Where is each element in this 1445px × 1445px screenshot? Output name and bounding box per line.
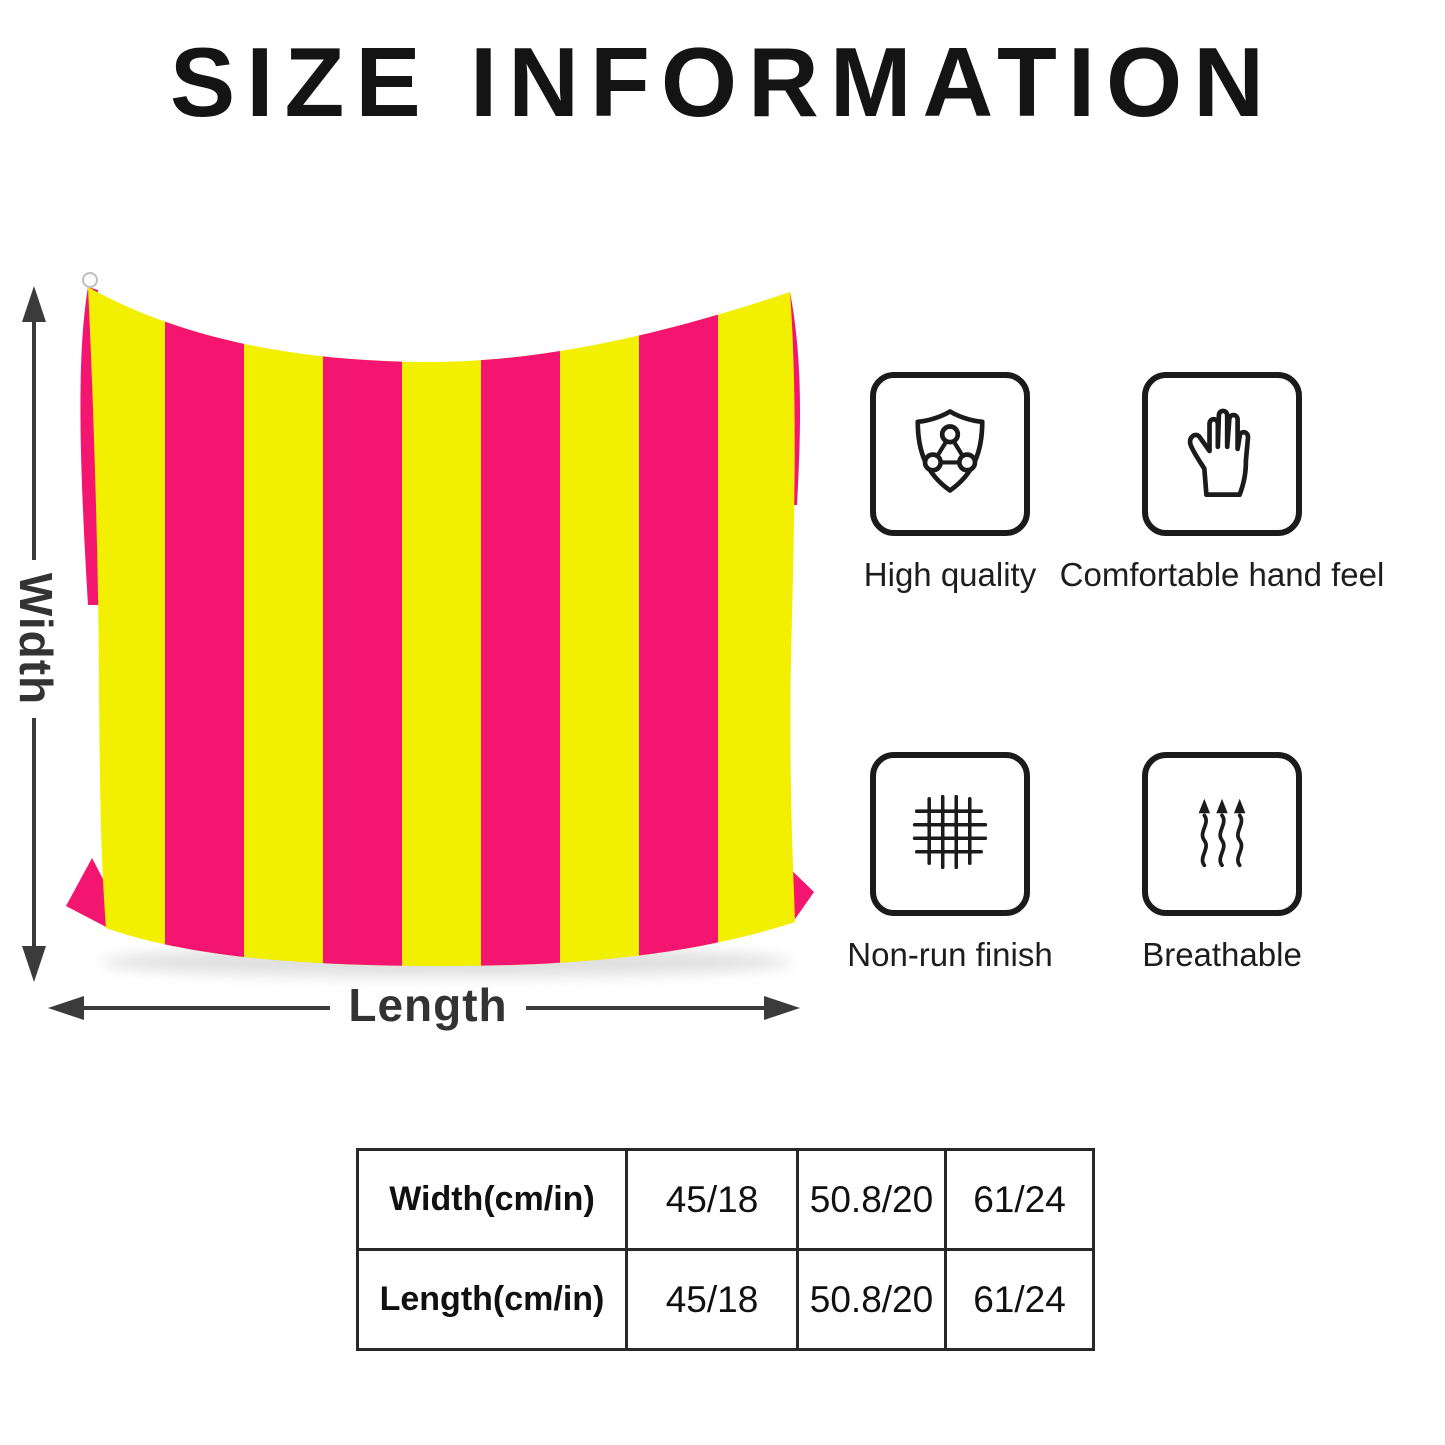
table-row-width: Width(cm/in) 45/18 50.8/20 61/24 (356, 1148, 1095, 1251)
table-cell: 50.8/20 (796, 1248, 947, 1351)
mesh-grid-icon (898, 780, 1002, 889)
feature-comfortable-hand-feel: Comfortable hand feel (1052, 372, 1392, 594)
breathable-arrows-icon (1170, 780, 1274, 889)
feature-high-quality: High quality (780, 372, 1120, 594)
feature-label: High quality (863, 556, 1037, 593)
page-title: SIZE INFORMATION (169, 27, 1276, 137)
size-table: Width(cm/in) 45/18 50.8/20 61/24 Length(… (356, 1148, 1095, 1351)
feature-label: Non-run finish (847, 936, 1053, 973)
table-cell: 61/24 (944, 1248, 1095, 1351)
feature-non-run-finish: Non-run finish (780, 752, 1120, 974)
row-header: Length(cm/in) (356, 1248, 628, 1351)
table-cell: 45/18 (625, 1248, 799, 1351)
shield-quality-icon (898, 400, 1002, 509)
width-dimension-label: Width (10, 572, 62, 706)
table-row-length: Length(cm/in) 45/18 50.8/20 61/24 (356, 1248, 1095, 1351)
striped-pillow-image (66, 272, 814, 977)
length-dimension-label: Length (348, 979, 508, 1031)
feature-box (870, 752, 1030, 916)
feature-box (870, 372, 1030, 536)
pillow-front-face (88, 287, 795, 966)
table-cell: 61/24 (944, 1148, 1095, 1251)
table-cell: 45/18 (625, 1148, 799, 1251)
feature-label: Comfortable hand feel (1059, 556, 1385, 593)
feature-box (1142, 752, 1302, 916)
feature-box (1142, 372, 1302, 536)
zipper-pull (82, 272, 98, 288)
hand-feel-icon (1170, 400, 1274, 509)
feature-label: Breathable (1142, 936, 1302, 973)
row-header: Width(cm/in) (356, 1148, 628, 1251)
table-cell: 50.8/20 (796, 1148, 947, 1251)
feature-breathable: Breathable (1052, 752, 1392, 974)
pillow-stripes (165, 287, 718, 966)
